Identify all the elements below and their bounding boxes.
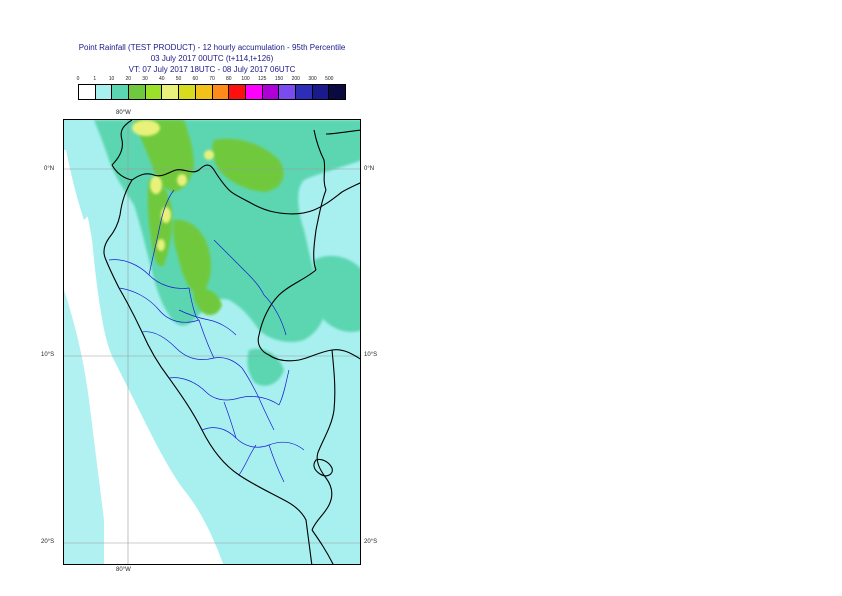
legend-label: 50 (175, 76, 182, 82)
legend-bar (78, 84, 346, 100)
legend-label: 0 (76, 76, 80, 82)
lon-label-top: 80°W (116, 110, 131, 116)
legend-label: 80 (225, 76, 232, 82)
legend-swatch (329, 85, 345, 99)
legend-label: 10 (108, 76, 115, 82)
legend-label: 20 (125, 76, 132, 82)
legend-label: 125 (258, 76, 267, 82)
lat-label-20-left: 20°S (41, 539, 55, 545)
legend-swatch (279, 85, 296, 99)
legend-swatch (112, 85, 130, 99)
lat-label-0-left: 0°N (44, 166, 55, 172)
title-line-1: Point Rainfall (TEST PRODUCT) - 12 hourl… (78, 43, 346, 52)
lat-label-10-left: 10°S (41, 352, 55, 358)
title-line-3: VT: 07 July 2017 18UTC - 08 July 2017 06… (128, 65, 296, 74)
legend-swatch (229, 85, 246, 99)
legend-label: 1 (93, 76, 97, 82)
lat-label-10-right: 10°S (364, 352, 378, 358)
department-borders (108, 189, 305, 483)
lat-label-20-right: 20°S (364, 539, 378, 545)
legend-label: 40 (158, 76, 165, 82)
legend-swatch (262, 85, 280, 99)
legend-label: 200 (291, 76, 300, 82)
country-borders (103, 120, 360, 564)
chart-title: Point Rainfall (TEST PRODUCT) - 12 hourl… (0, 42, 424, 75)
legend-label: 30 (142, 76, 148, 82)
legend-swatch (195, 85, 213, 99)
legend-swatch (245, 85, 263, 99)
legend-swatch (295, 85, 313, 99)
legend-swatch (145, 85, 163, 99)
legend-label: 300 (308, 76, 317, 82)
legend-label: 100 (241, 76, 250, 82)
legend-label: 70 (209, 76, 215, 82)
lon-label-bottom: 80°W (116, 567, 131, 573)
legend-swatch (79, 85, 96, 99)
legend-swatch (95, 85, 113, 99)
legend-label: 150 (274, 76, 284, 82)
title-line-2: 03 July 2017 00UTC (t+114,t+126) (150, 54, 274, 63)
legend-swatch (212, 85, 230, 99)
rainfall-map (63, 119, 361, 565)
rain-field-heavy (134, 120, 284, 316)
lat-label-0-right: 0°N (364, 166, 375, 172)
legend-swatch (312, 85, 330, 99)
legend-labels: 0 1 10 20 30 40 50 60 70 80 100 125 150 200 300 500 (76, 76, 346, 84)
map-svg (64, 120, 360, 564)
legend-label: 500 (325, 76, 334, 82)
legend-label: 60 (192, 76, 199, 82)
color-legend: 0 1 10 20 30 40 50 60 70 80 100 125 150 200 300 500 (76, 76, 346, 102)
legend-swatch (129, 85, 146, 99)
legend-swatch (179, 85, 196, 99)
legend-swatch (162, 85, 180, 99)
